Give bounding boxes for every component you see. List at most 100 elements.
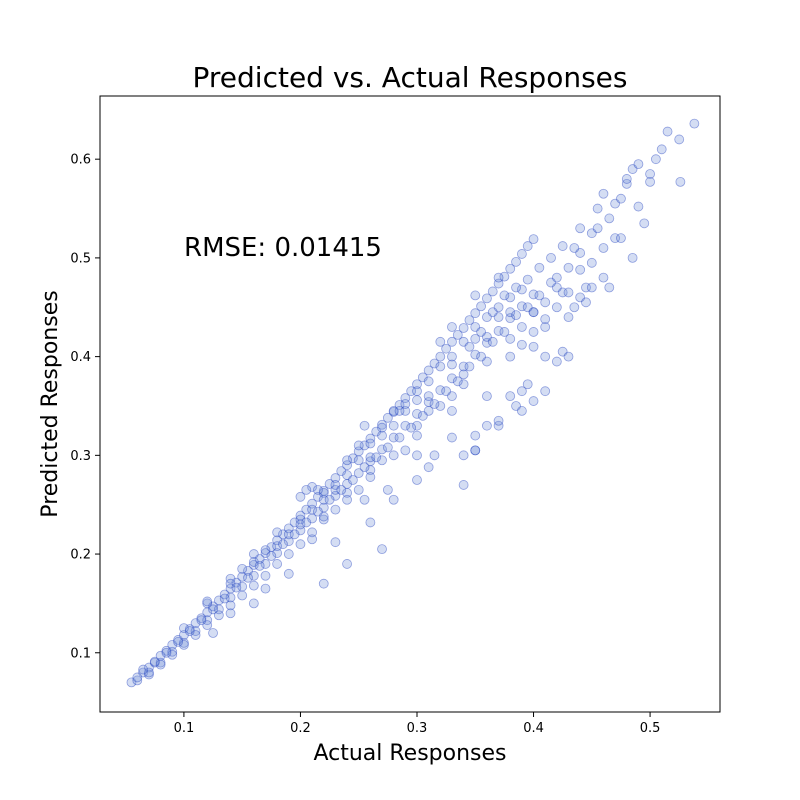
scatter-point <box>295 519 306 530</box>
scatter-point <box>202 596 213 607</box>
y-tick-label: 0.5 <box>70 251 91 266</box>
scatter-point <box>482 331 492 342</box>
scatter-point <box>272 548 283 558</box>
scatter-point <box>499 290 510 301</box>
scatter-point <box>505 333 516 344</box>
scatter-point <box>342 470 352 480</box>
scatter-point <box>581 297 591 308</box>
scatter-point <box>412 475 422 485</box>
scatter-point <box>225 573 236 584</box>
x-tick-label: 0.5 <box>640 721 661 736</box>
scatter-point <box>412 386 422 397</box>
scatter-point <box>435 401 446 411</box>
scatter-point <box>511 256 521 267</box>
scatter-point <box>342 559 352 569</box>
scatter-point <box>179 623 189 633</box>
scatter-point <box>260 570 271 581</box>
scatter-point <box>505 307 516 318</box>
scatter-point <box>213 610 224 621</box>
ticks-layer: 0.1 0.2 0.3 0.4 0.5 0.1 0.2 0.3 0.4 0.5 0.6 <box>70 153 660 736</box>
scatter-point <box>476 301 486 312</box>
scatter-point <box>301 504 312 515</box>
scatter-point <box>522 274 533 285</box>
scatter-point <box>318 487 329 498</box>
scatter-point <box>359 494 370 505</box>
scatter-point <box>377 419 387 430</box>
y-tick-label: 0.6 <box>70 153 91 168</box>
scatter-point <box>675 176 686 187</box>
scatter-point <box>493 302 504 313</box>
scatter-point <box>353 440 364 451</box>
scatter-point <box>616 193 626 204</box>
scatter-point <box>231 577 242 588</box>
scatter-point <box>423 376 434 387</box>
scatter-point <box>144 662 154 673</box>
scatter-point <box>219 593 230 604</box>
scatter-point <box>505 292 516 303</box>
scatter-point <box>342 494 352 505</box>
scatter-point <box>388 432 399 443</box>
scatter-point <box>499 327 510 337</box>
scatter-point <box>365 517 376 528</box>
x-tick-label: 0.4 <box>523 721 544 736</box>
scatter-point <box>202 598 213 609</box>
scatter-point <box>604 213 615 224</box>
scatter-point <box>447 351 457 362</box>
scatter-point <box>318 485 329 496</box>
y-tick-label: 0.3 <box>70 449 91 464</box>
scatter-point <box>551 302 562 313</box>
scatter-point <box>639 218 650 229</box>
scatter-point <box>377 455 387 466</box>
scatter-point <box>295 539 306 550</box>
scatter-point <box>365 472 376 482</box>
scatter-point <box>563 262 574 273</box>
scatter-point <box>406 422 417 433</box>
scatter-point <box>412 408 422 419</box>
scatter-point <box>400 393 411 403</box>
scatter-point <box>272 541 283 552</box>
scatter-point <box>237 571 248 582</box>
scatter-point <box>528 307 539 318</box>
scatter-point <box>307 498 318 509</box>
scatter-point <box>447 373 457 384</box>
scatter-point <box>423 462 434 473</box>
scatter-point <box>149 656 160 667</box>
scatter-point <box>365 465 376 476</box>
scatter-point <box>313 491 323 502</box>
scatter-point <box>540 322 551 332</box>
scatter-point <box>377 430 387 441</box>
scatter-point <box>342 455 352 466</box>
scatter-point <box>167 646 178 657</box>
scatter-point <box>412 395 422 405</box>
scatter-point <box>493 420 504 431</box>
scatter-point <box>149 657 160 668</box>
scatter-point <box>132 675 143 686</box>
scatter-point <box>441 386 452 397</box>
scatter-point <box>493 312 504 323</box>
scatter-point <box>388 406 399 416</box>
scatter-point <box>225 578 236 589</box>
scatter-point <box>394 400 405 410</box>
scatter-point <box>557 287 568 298</box>
scatter-point <box>260 583 271 594</box>
scatter-point <box>621 174 632 184</box>
scatter-point <box>307 527 318 538</box>
scatter-point <box>336 484 347 495</box>
scatter-point <box>283 529 294 540</box>
scatter-point <box>388 494 399 505</box>
scatter-point <box>447 322 457 332</box>
scatter-point <box>447 432 457 443</box>
scatter-point <box>406 386 417 397</box>
scatter-point <box>540 314 551 325</box>
scatter-point <box>464 315 475 325</box>
scatter-point <box>511 310 521 321</box>
scatter-point <box>516 339 527 350</box>
scatter-point <box>447 336 457 347</box>
scatter-point <box>516 386 527 397</box>
scatter-point <box>359 440 370 451</box>
scatter-point <box>359 462 370 473</box>
scatter-point <box>412 420 422 431</box>
scatter-point <box>674 134 685 145</box>
scatter-point <box>441 343 452 354</box>
scatter-point <box>184 624 195 634</box>
